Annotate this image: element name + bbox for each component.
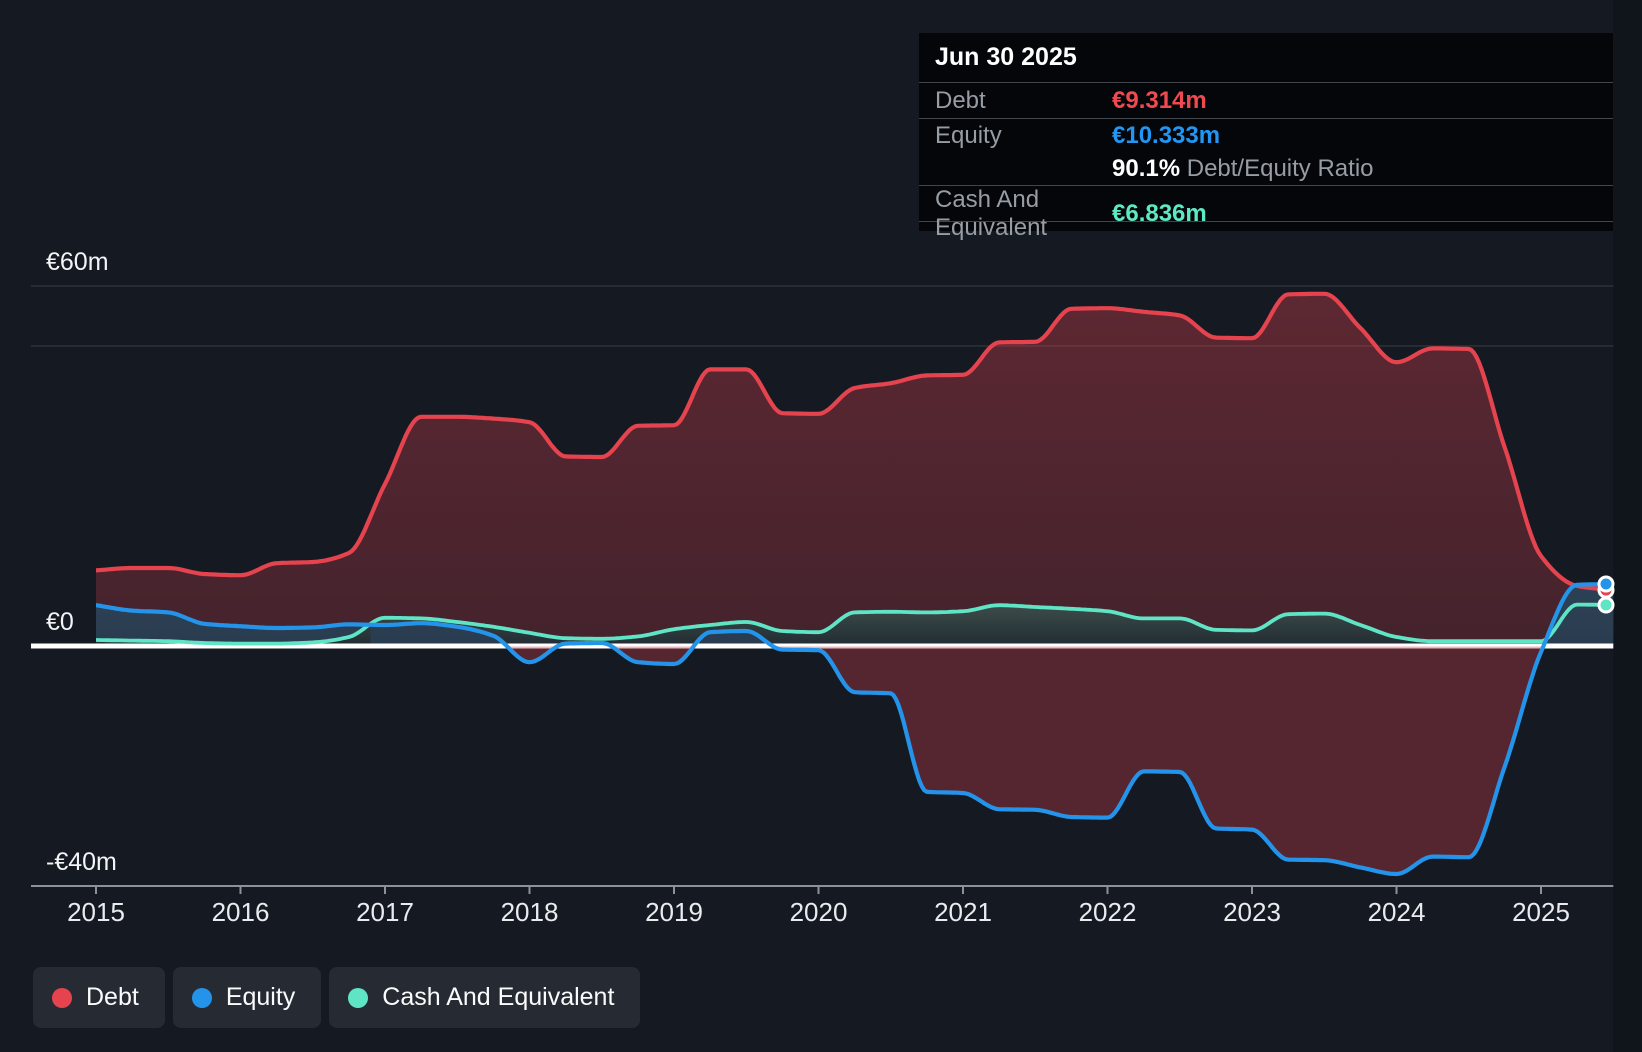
equity-area-positive-over-cash xyxy=(370,584,1614,647)
right-margin-band xyxy=(1613,0,1642,1052)
cash-end-marker xyxy=(1597,596,1615,614)
tooltip-debt-value: €9.314m xyxy=(1112,86,1207,114)
tooltip-cash-value: €6.836m xyxy=(1112,200,1207,227)
x-tick-label-2022: 2022 xyxy=(1079,897,1137,927)
equity-end-marker xyxy=(1597,575,1615,593)
cash-line xyxy=(96,602,1614,646)
tooltip-row-ratio: 90.1% Debt/Equity Ratio xyxy=(919,152,1613,186)
legend-equity-label: Equity xyxy=(225,983,296,1011)
equity-color-dot-icon xyxy=(191,987,212,1008)
y-tick-label--40m: -€40m xyxy=(46,848,117,876)
x-tick-label-2024: 2024 xyxy=(1368,897,1426,927)
debt-color-dot-icon xyxy=(52,987,72,1008)
legend-item-cash[interactable]: Cash And Equivalent xyxy=(329,967,641,1028)
legend-item-debt[interactable]: Debt xyxy=(33,967,165,1028)
x-tick-label-2018: 2018 xyxy=(501,897,559,927)
tooltip-ratio: 90.1% Debt/Equity Ratio xyxy=(1112,155,1613,183)
debt-line xyxy=(96,291,1614,593)
tooltip-row-debt: Debt €9.314m xyxy=(919,83,1613,119)
chart-legend: Debt Equity Cash And Equivalent xyxy=(33,967,641,1028)
debt-area xyxy=(96,293,1614,646)
tooltip-row-cash: Cash And Equivalent €6.836m xyxy=(919,186,1613,241)
legend-debt-label: Debt xyxy=(86,983,139,1011)
tooltip-cash-label: Cash And Equivalent xyxy=(935,186,1048,241)
x-tick-label-2020: 2020 xyxy=(790,897,848,927)
chart-tooltip: Jun 30 2025 Debt €9.314m Equity €10.333m… xyxy=(919,33,1613,241)
tooltip-ratio-label: Debt/Equity Ratio xyxy=(1186,154,1374,182)
x-tick-label-2023: 2023 xyxy=(1223,897,1281,927)
x-tick-label-2025: 2025 xyxy=(1512,897,1570,927)
y-tick-label-0m: €0 xyxy=(46,608,74,636)
tooltip-row-equity: Equity €10.333m xyxy=(919,119,1613,152)
tooltip-equity-label: Equity xyxy=(935,121,1002,149)
equity-line xyxy=(96,581,1614,877)
legend-cash-label: Cash And Equivalent xyxy=(382,983,615,1011)
equity-area-negative xyxy=(507,646,1544,874)
cash-color-dot-icon xyxy=(348,987,369,1008)
x-tick-label-2015: 2015 xyxy=(67,897,125,927)
legend-item-equity[interactable]: Equity xyxy=(172,967,322,1028)
x-tick-label-2016: 2016 xyxy=(212,897,270,927)
tooltip-equity-value: €10.333m xyxy=(1112,121,1221,149)
y-tick-label-60m: €60m xyxy=(46,248,109,276)
tooltip-ratio-value: 90.1% xyxy=(1112,154,1181,182)
x-tick-label-2019: 2019 xyxy=(645,897,703,927)
tooltip-debt-label: Debt xyxy=(935,86,986,114)
x-tick-label-2017: 2017 xyxy=(356,897,414,927)
tooltip-date: Jun 30 2025 xyxy=(919,33,1613,83)
x-tick-label-2021: 2021 xyxy=(934,897,992,927)
